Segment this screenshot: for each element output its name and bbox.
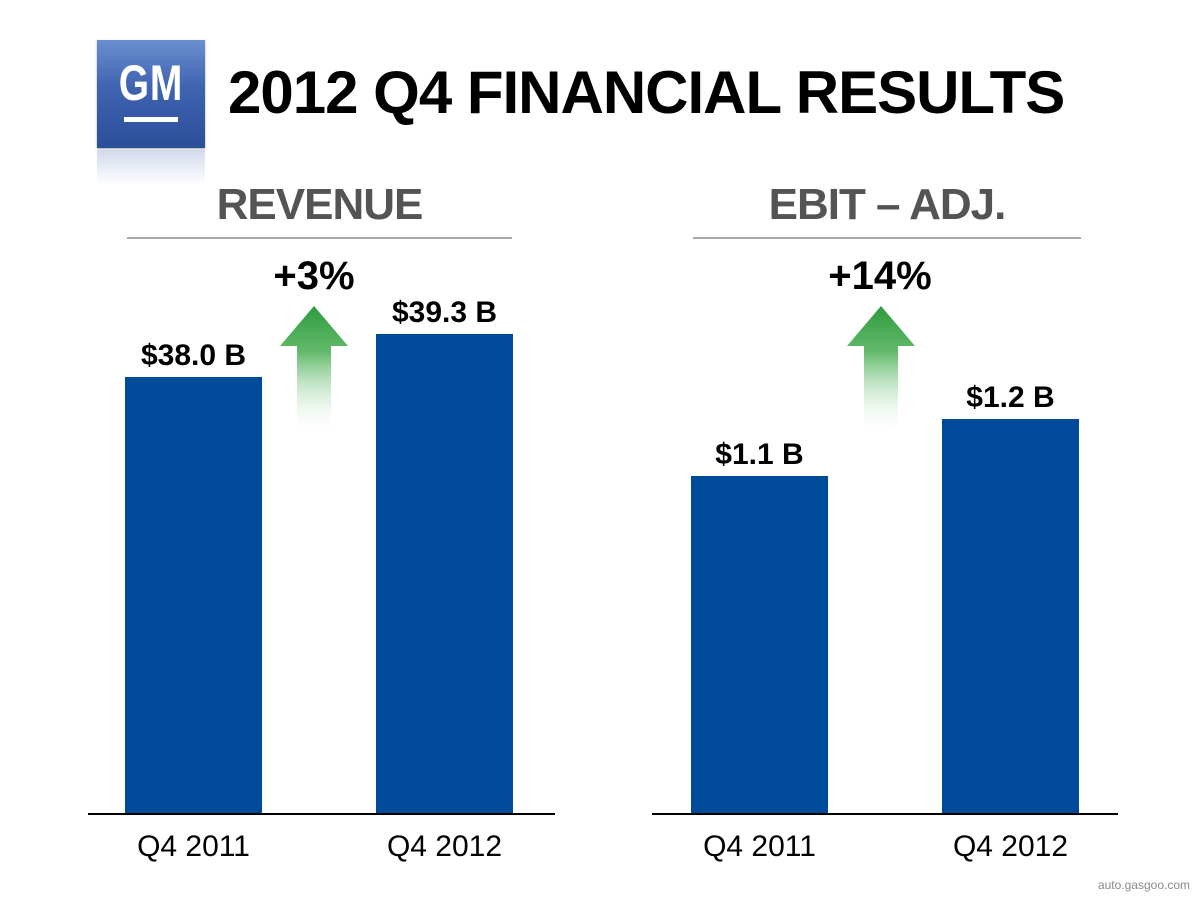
- ebit-category-label-1: Q4 2011: [703, 830, 816, 863]
- ebit-bar-2: [942, 419, 1079, 814]
- revenue-bar-1: [125, 377, 262, 814]
- ebit-change-label: +14%: [828, 254, 932, 298]
- logo-reflection: [97, 150, 205, 186]
- logo-text: GM: [118, 55, 184, 111]
- revenue-category-label-1: Q4 2011: [137, 830, 250, 863]
- revenue-up-arrow-icon: [280, 306, 348, 436]
- revenue-category-label-2: Q4 2012: [387, 830, 502, 863]
- ebit-value-label-1: $1.1 B: [715, 438, 803, 471]
- ebit-title-rule: [693, 237, 1081, 239]
- revenue-title-rule: [127, 237, 512, 239]
- revenue-bar-2: [376, 334, 513, 814]
- ebit-value-label-2: $1.2 B: [966, 381, 1054, 414]
- revenue-change-label: +3%: [273, 254, 355, 298]
- logo-underline: [124, 117, 178, 122]
- watermark: auto.gasgoo.com: [1097, 878, 1190, 892]
- ebit-category-label-2: Q4 2012: [953, 830, 1068, 863]
- ebit-chart-title: EBIT – ADJ.: [768, 180, 1007, 229]
- gm-logo: GM: [97, 40, 205, 148]
- ebit-bar-1: [691, 476, 828, 814]
- page-title: 2012 Q4 FINANCIAL RESULTS: [228, 59, 1065, 126]
- revenue-value-label-2: $39.3 B: [392, 296, 497, 329]
- revenue-value-label-1: $38.0 B: [141, 339, 246, 372]
- revenue-chart-title: REVENUE: [216, 180, 424, 229]
- ebit-up-arrow-icon: [847, 306, 915, 436]
